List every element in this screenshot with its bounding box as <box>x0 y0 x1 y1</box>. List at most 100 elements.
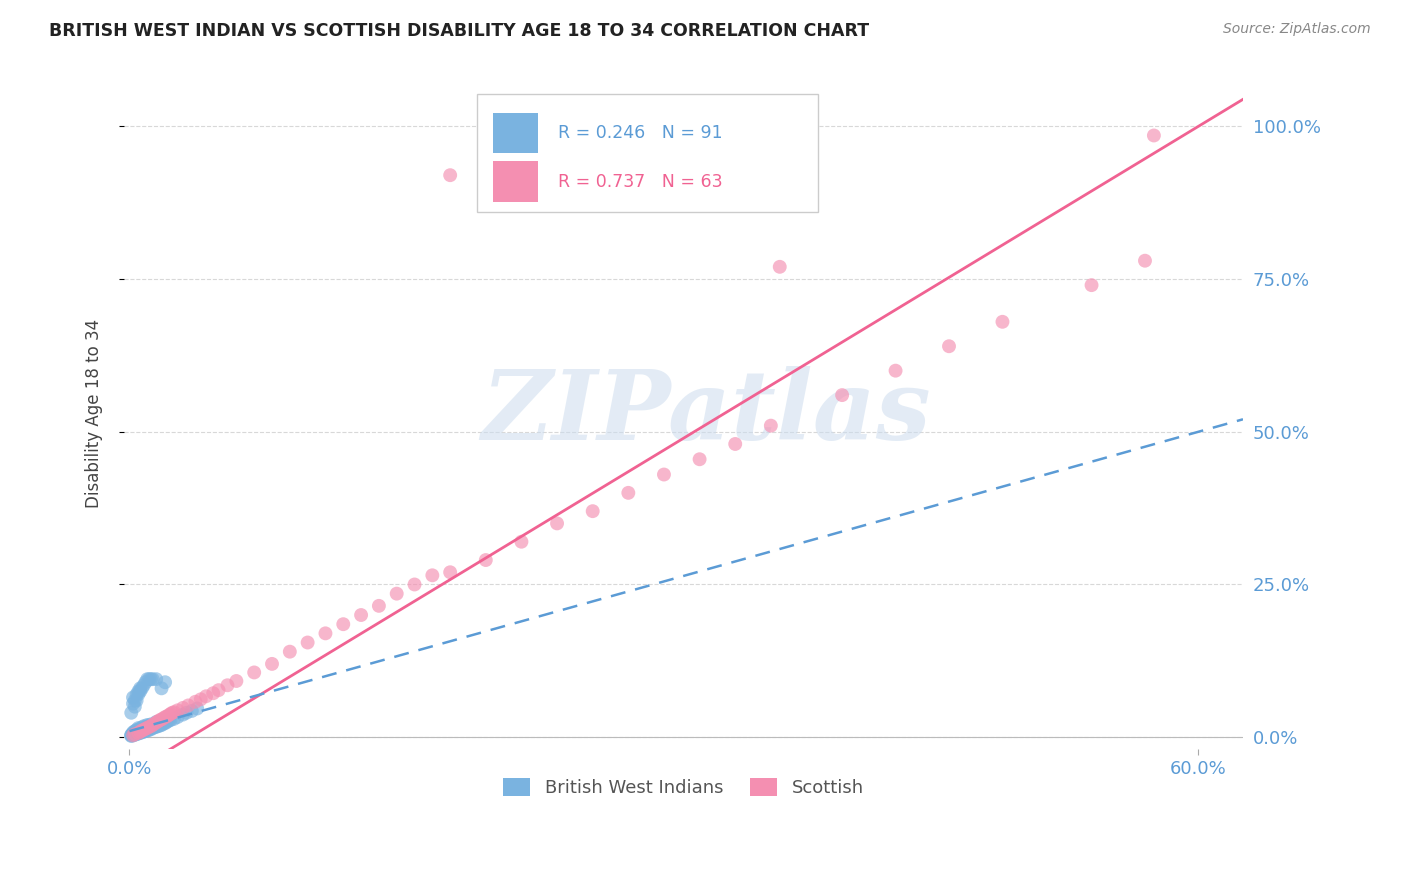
Point <box>439 168 461 182</box>
Point <box>129 726 152 740</box>
Point <box>138 720 160 734</box>
Point <box>145 714 167 729</box>
Point <box>132 678 155 692</box>
Bar <box>494 161 538 202</box>
Point <box>134 723 156 737</box>
Point <box>136 721 159 735</box>
Text: BRITISH WEST INDIAN VS SCOTTISH DISABILITY AGE 18 TO 34 CORRELATION CHART: BRITISH WEST INDIAN VS SCOTTISH DISABILI… <box>49 22 869 40</box>
Point <box>136 672 159 686</box>
Point <box>139 720 162 734</box>
Point <box>129 681 152 696</box>
Point <box>180 704 202 718</box>
Point <box>186 701 208 715</box>
Point <box>143 718 166 732</box>
Point <box>166 703 188 717</box>
Point <box>134 724 156 739</box>
Point <box>145 715 167 730</box>
Point <box>149 715 172 730</box>
Point <box>131 723 153 738</box>
Point <box>150 714 173 729</box>
Point <box>138 718 160 732</box>
Point <box>297 635 319 649</box>
Point <box>120 728 142 742</box>
Legend: British West Indians, Scottish: British West Indians, Scottish <box>496 771 872 805</box>
Point <box>131 681 153 696</box>
Point <box>582 504 605 518</box>
Point <box>125 725 148 739</box>
Point <box>404 577 426 591</box>
Point <box>138 723 160 737</box>
Point <box>1133 253 1156 268</box>
Point <box>132 722 155 736</box>
Point <box>1080 278 1102 293</box>
Point <box>127 688 149 702</box>
Point <box>127 684 149 698</box>
Point <box>125 726 148 740</box>
Point <box>143 720 166 734</box>
Text: ZIPatlas: ZIPatlas <box>481 367 931 460</box>
Point <box>125 723 148 737</box>
Point <box>385 587 408 601</box>
Point <box>131 725 153 739</box>
Point <box>153 716 176 731</box>
Point <box>217 678 239 692</box>
Point <box>202 686 225 700</box>
Point <box>120 728 142 742</box>
Point <box>129 723 152 738</box>
Point <box>149 718 172 732</box>
Point <box>138 672 160 686</box>
FancyBboxPatch shape <box>477 95 818 211</box>
Point <box>139 719 162 733</box>
Point <box>475 553 498 567</box>
Point <box>142 718 165 732</box>
Point <box>136 723 159 738</box>
Point <box>127 726 149 740</box>
Point <box>146 719 169 733</box>
Point <box>122 727 145 741</box>
Point <box>278 645 301 659</box>
Point <box>689 452 711 467</box>
Point <box>172 707 194 722</box>
Point <box>129 724 152 739</box>
Point <box>127 723 149 737</box>
Point <box>131 723 153 737</box>
Point <box>122 725 145 739</box>
Text: R = 0.737   N = 63: R = 0.737 N = 63 <box>558 172 723 191</box>
Point <box>884 364 907 378</box>
Point <box>131 720 153 734</box>
Point <box>546 516 568 531</box>
Point <box>177 698 200 713</box>
Point <box>122 690 145 705</box>
Point <box>150 713 173 727</box>
Point <box>652 467 675 482</box>
Point <box>831 388 853 402</box>
Point <box>142 672 165 686</box>
Point <box>145 717 167 731</box>
Point <box>129 724 152 739</box>
Point <box>132 723 155 738</box>
Point <box>134 720 156 734</box>
Point <box>150 718 173 732</box>
Point <box>156 709 179 723</box>
Point <box>724 437 747 451</box>
Point <box>163 705 186 719</box>
Point <box>136 722 159 736</box>
Point <box>159 713 181 727</box>
Point <box>139 717 162 731</box>
Point <box>156 714 179 729</box>
Point <box>350 607 373 622</box>
Point <box>157 714 180 728</box>
Point <box>146 716 169 731</box>
Point <box>166 710 188 724</box>
Point <box>162 706 184 720</box>
Point <box>163 712 186 726</box>
Point <box>132 719 155 733</box>
Point <box>127 724 149 739</box>
Point <box>769 260 792 274</box>
Point <box>243 665 266 680</box>
Point <box>139 672 162 686</box>
Point <box>367 599 389 613</box>
Point <box>127 721 149 735</box>
Point <box>260 657 283 671</box>
Point <box>759 418 782 433</box>
